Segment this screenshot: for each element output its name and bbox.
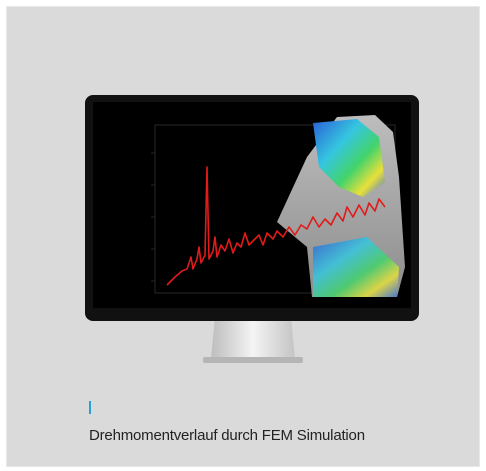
fem-contour <box>313 119 385 197</box>
monitor-stand <box>211 317 295 359</box>
monitor-base <box>203 357 303 363</box>
monitor-illustration <box>85 95 419 414</box>
accent-bar <box>89 401 91 414</box>
plot-ticks <box>151 152 155 282</box>
card: Drehmomentverlauf durch FEM Simulation <box>6 6 480 467</box>
torque-curve <box>166 166 386 286</box>
fem-contour-lower <box>313 237 399 297</box>
caption: Drehmomentverlauf durch FEM Simulation <box>89 427 365 444</box>
